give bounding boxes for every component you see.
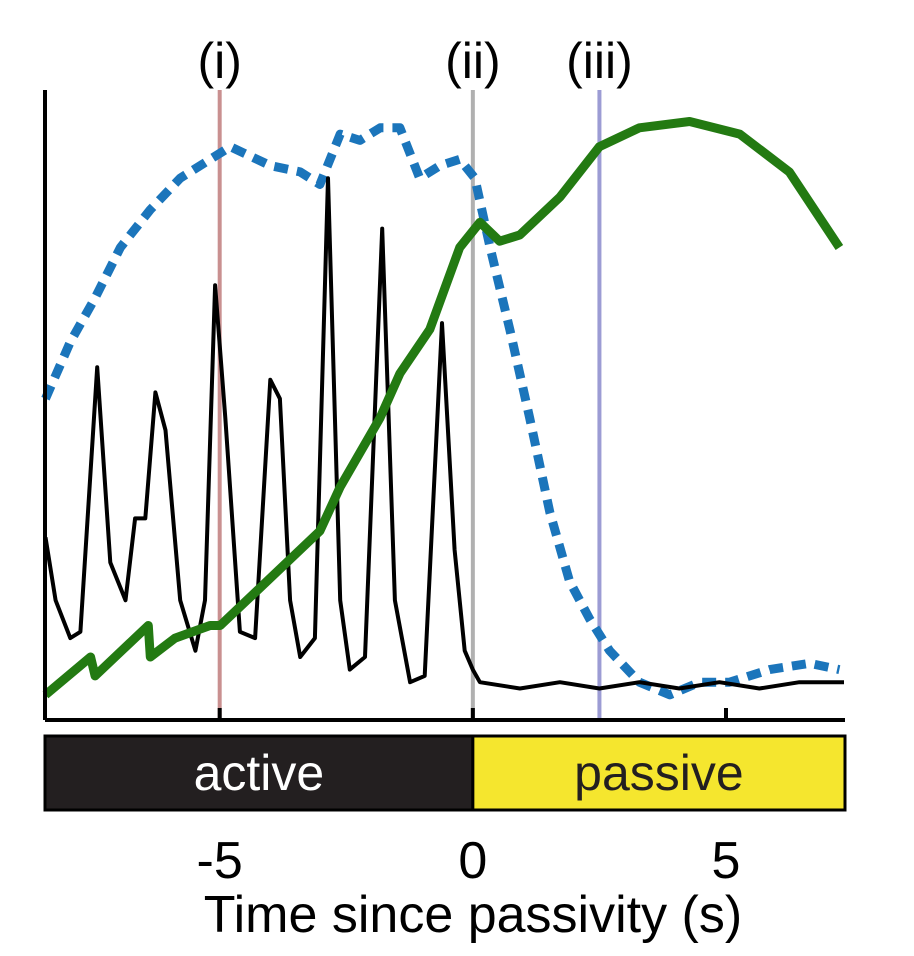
reference-label: (i) bbox=[197, 33, 241, 89]
phase-label: passive bbox=[574, 745, 744, 801]
x-tick-label: -5 bbox=[197, 832, 243, 890]
data-line bbox=[42, 117, 844, 699]
x-axis-label: Time since passivity (s) bbox=[204, 886, 742, 944]
phase-label: active bbox=[194, 745, 325, 801]
phase-bar bbox=[43, 734, 475, 812]
reference-label: (ii) bbox=[445, 33, 501, 89]
data-line bbox=[41, 123, 841, 700]
phase-bar bbox=[471, 734, 847, 812]
reference-label: (iii) bbox=[566, 33, 633, 89]
data-line bbox=[43, 176, 844, 691]
x-tick-label: 0 bbox=[458, 832, 487, 890]
x-tick-label: 5 bbox=[712, 832, 741, 890]
